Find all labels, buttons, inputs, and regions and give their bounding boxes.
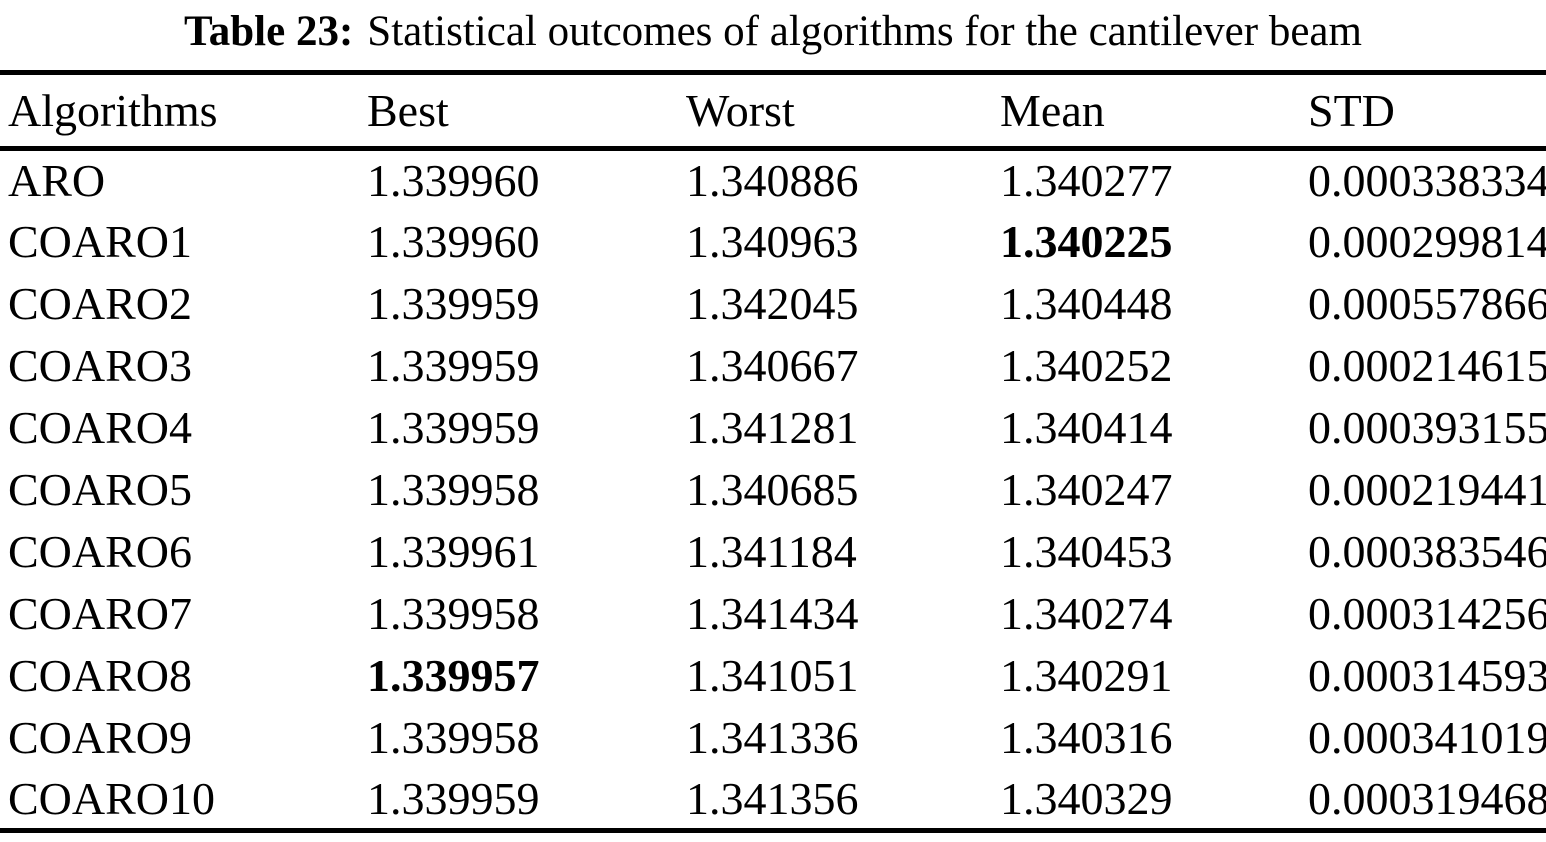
table-caption-text: Statistical outcomes of algorithms for t… [367,8,1362,55]
value-cell: 1.341434 [686,588,859,639]
algorithm-name-cell: COARO8 [8,650,193,701]
value-cell: 1.340453 [1000,526,1173,577]
value-cell: 1.339959 [367,402,540,453]
value-cell: 1.340685 [686,464,859,515]
table-body: ARO 1.339960 1.340886 1.340277 0.000338334 CO… [0,149,1546,831]
value-cell: 0.000219441 [1308,464,1546,515]
algorithm-name-cell: COARO10 [8,772,216,824]
value-cell: 1.340329 [1000,772,1173,824]
value-cell: 0.000214615 [1308,340,1546,391]
value-cell: 1.340667 [686,340,859,391]
value-cell: 0.000299814 [1308,216,1546,267]
value-cell: 1.341051 [686,650,859,701]
value-cell: 0.000338334 [1308,155,1546,207]
table-row: COARO2 1.339959 1.342045 1.340448 0.00055786… [0,273,1546,335]
value-cell: 1.339957 [367,650,540,701]
column-header-mean: Mean [1000,72,1308,151]
value-cell: 1.339960 [367,216,540,267]
value-cell: 1.339958 [367,588,540,639]
algorithm-name-cell: ARO [8,155,106,207]
algorithm-name-cell: COARO7 [8,588,193,639]
table-header: Algorithms Best Worst Mean STD [0,72,1546,151]
value-cell: 1.340963 [686,216,859,267]
algorithm-name-cell: COARO2 [8,278,193,329]
value-cell: 1.341336 [686,712,859,763]
statistics-table: Algorithms Best Worst Mean STD ARO 1.3399… [0,70,1546,833]
value-cell: 0.000383546 [1308,526,1546,577]
algorithm-name-cell: COARO1 [8,216,193,267]
value-cell: 1.340247 [1000,464,1173,515]
value-cell: 1.341281 [686,402,859,453]
table-caption: Table 23: Statistical outcomes of algorit… [0,2,1546,62]
table-row: COARO6 1.339961 1.341184 1.340453 0.00038354… [0,521,1546,583]
value-cell: 0.000341019 [1308,712,1546,763]
table-row: COARO9 1.339958 1.341336 1.340316 0.00034101… [0,707,1546,769]
table-row: COARO7 1.339958 1.341434 1.340274 0.00031425… [0,583,1546,645]
value-cell: 1.339959 [367,278,540,329]
table-row: COARO10 1.339959 1.341356 1.340329 0.0003194… [0,769,1546,831]
value-cell: 1.341184 [686,526,857,577]
table-row: COARO1 1.339960 1.340963 1.340225 0.00029981… [0,211,1546,273]
value-cell: 1.340252 [1000,340,1173,391]
value-cell: 1.341356 [686,772,859,824]
column-header-algorithms: Algorithms [0,72,367,151]
value-cell: 1.340274 [1000,588,1173,639]
value-cell: 1.340277 [1000,155,1173,207]
value-cell: 1.340414 [1000,402,1173,453]
value-cell: 0.000319468 [1308,772,1546,824]
algorithm-name-cell: COARO6 [8,526,193,577]
table-row: COARO5 1.339958 1.340685 1.340247 0.00021944… [0,459,1546,521]
value-cell: 1.339961 [367,526,540,577]
value-cell: 1.340448 [1000,278,1173,329]
value-cell: 1.339958 [367,712,540,763]
value-cell: 1.339958 [367,464,540,515]
table-row: COARO3 1.339959 1.340667 1.340252 0.00021461… [0,335,1546,397]
column-header-worst: Worst [686,72,1000,151]
value-cell: 1.342045 [686,278,859,329]
column-header-std: STD [1308,72,1546,151]
value-cell: 0.000393155 [1308,402,1546,453]
value-cell: 1.339959 [367,340,540,391]
table-row: COARO4 1.339959 1.341281 1.340414 0.00039315… [0,397,1546,459]
value-cell: 1.339960 [367,155,540,207]
table-row: COARO8 1.339957 1.341051 1.340291 0.00031459… [0,645,1546,707]
value-cell: 1.340225 [1000,216,1173,267]
value-cell: 1.340291 [1000,650,1173,701]
value-cell: 1.340886 [686,155,859,207]
value-cell: 0.000314593 [1308,650,1546,701]
algorithm-name-cell: COARO5 [8,464,193,515]
value-cell: 1.340316 [1000,712,1173,763]
algorithm-name-cell: COARO3 [8,340,193,391]
column-header-best: Best [367,72,686,151]
value-cell: 0.000557866 [1308,278,1546,329]
table-header-row: Algorithms Best Worst Mean STD [0,72,1546,151]
value-cell: 0.000314256 [1308,588,1546,639]
algorithm-name-cell: COARO4 [8,402,193,453]
value-cell: 1.339959 [367,772,540,824]
table-row: ARO 1.339960 1.340886 1.340277 0.000338334 [0,149,1546,211]
algorithm-name-cell: COARO9 [8,712,193,763]
table-caption-label: Table 23: [184,8,354,55]
